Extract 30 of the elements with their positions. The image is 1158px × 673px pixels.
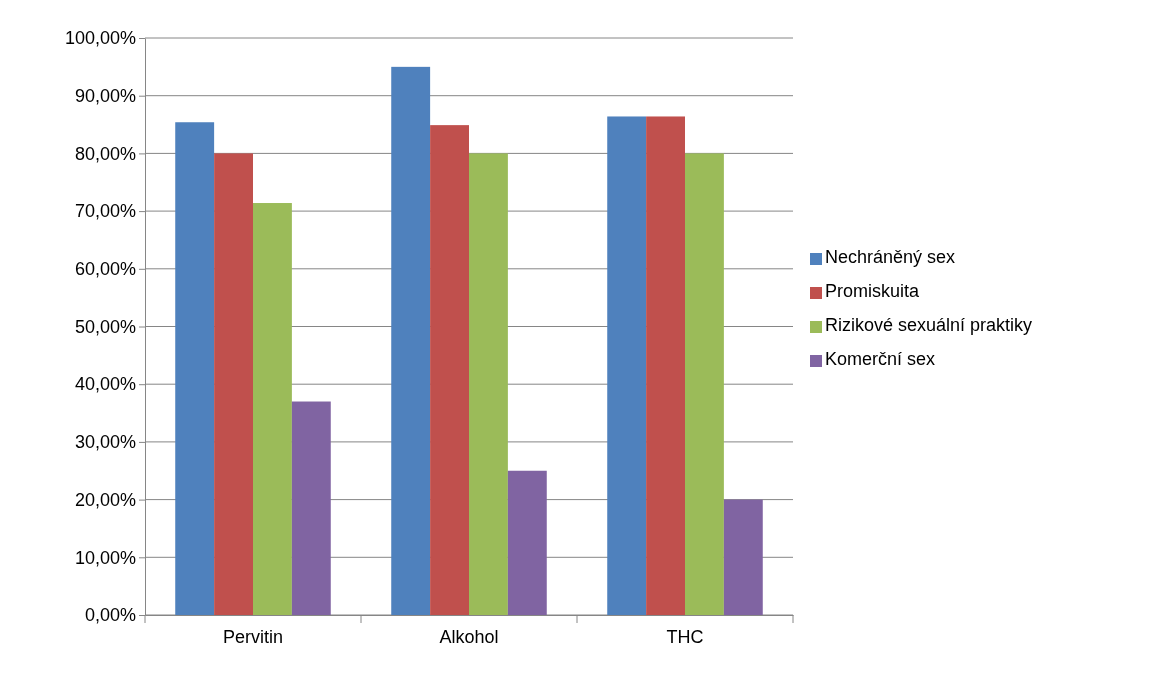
legend-label: Promiskuita [825,281,921,301]
bar [430,125,469,615]
y-tick-label: 90,00% [74,85,136,106]
legend-label: Rizikové sexuální praktiky [825,315,1033,335]
x-tick-label: THC [666,627,704,648]
bar [469,153,508,615]
y-tick-label: 0,00% [84,605,136,626]
bar [291,401,331,615]
legend-label: Komerční sex [825,349,936,369]
y-tick-label: 50,00% [74,316,136,337]
y-tick-label: 80,00% [74,143,136,164]
bar [507,470,547,615]
y-tick-label: 40,00% [74,374,136,395]
x-tick-label: Alkohol [439,627,499,648]
bar [607,116,647,615]
bar [391,66,431,615]
y-tick-label: 20,00% [74,489,136,510]
bar [214,153,253,615]
y-tick-label: 70,00% [74,201,136,222]
y-tick-label: 10,00% [74,547,136,568]
y-tick-label: 100,00% [64,28,136,49]
bar [685,153,724,615]
x-tick-label: Pervitin [222,627,284,648]
bar [253,203,292,615]
bar [723,499,763,615]
y-tick-label: 30,00% [74,432,136,453]
bar [175,122,215,615]
y-tick-label: 60,00% [74,259,136,280]
legend-label: Nechráněný sex [825,247,956,267]
bar [646,116,685,615]
